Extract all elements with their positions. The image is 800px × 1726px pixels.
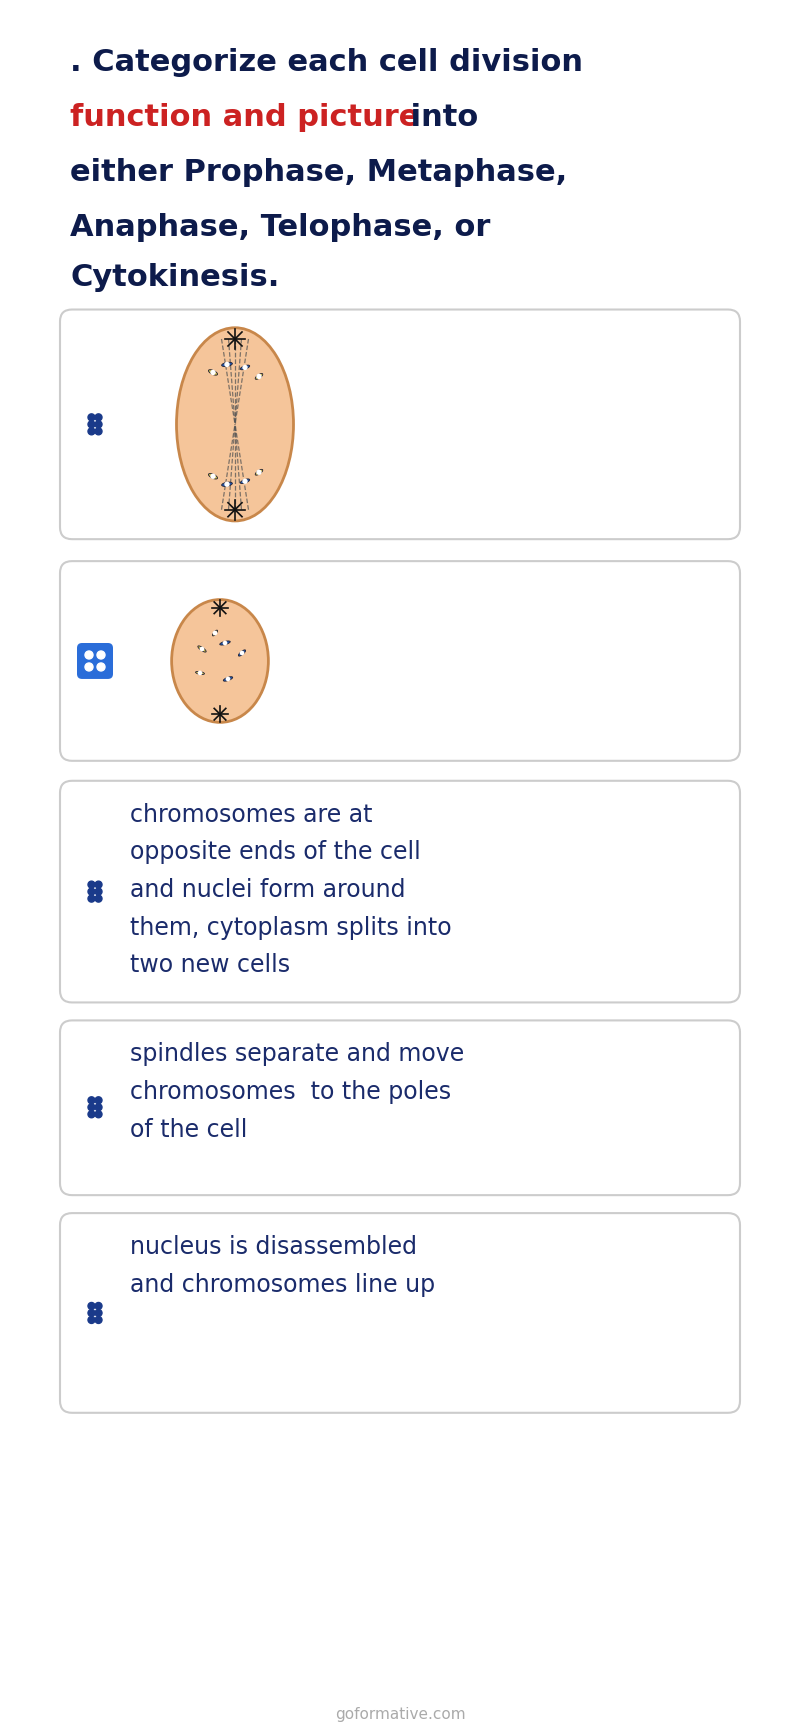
Circle shape (198, 671, 202, 675)
Circle shape (225, 362, 229, 366)
Ellipse shape (213, 630, 218, 635)
Circle shape (88, 896, 95, 903)
Ellipse shape (222, 362, 232, 366)
Circle shape (88, 428, 95, 435)
Text: Cytokinesis.: Cytokinesis. (70, 262, 279, 292)
Circle shape (88, 1310, 95, 1317)
Circle shape (85, 651, 93, 659)
Circle shape (257, 375, 261, 378)
FancyBboxPatch shape (60, 1020, 740, 1194)
Circle shape (211, 371, 215, 375)
Ellipse shape (255, 469, 262, 475)
Circle shape (226, 677, 230, 680)
Circle shape (211, 475, 215, 478)
FancyBboxPatch shape (60, 561, 740, 761)
Ellipse shape (195, 671, 205, 675)
FancyBboxPatch shape (60, 309, 740, 539)
Ellipse shape (222, 482, 232, 487)
Circle shape (97, 663, 105, 671)
Ellipse shape (220, 640, 230, 646)
Text: function and picture: function and picture (70, 104, 419, 131)
Circle shape (85, 663, 93, 671)
Circle shape (88, 414, 95, 421)
FancyBboxPatch shape (60, 1213, 740, 1414)
Ellipse shape (240, 366, 250, 369)
Circle shape (95, 421, 102, 428)
Circle shape (95, 889, 102, 896)
FancyBboxPatch shape (60, 780, 740, 1003)
Circle shape (214, 632, 217, 635)
Text: Anaphase, Telophase, or: Anaphase, Telophase, or (70, 212, 490, 242)
Circle shape (240, 651, 244, 654)
Ellipse shape (255, 373, 262, 380)
Ellipse shape (209, 369, 218, 375)
Circle shape (225, 482, 229, 487)
Text: spindles separate and move
chromosomes  to the poles
of the cell: spindles separate and move chromosomes t… (130, 1043, 464, 1141)
Circle shape (95, 1303, 102, 1310)
Text: into: into (400, 104, 478, 131)
Circle shape (257, 469, 261, 475)
Ellipse shape (172, 599, 268, 723)
Circle shape (88, 1303, 95, 1310)
Circle shape (95, 1105, 102, 1112)
Circle shape (223, 642, 226, 644)
Circle shape (95, 428, 102, 435)
Circle shape (95, 1310, 102, 1317)
Text: either Prophase, Metaphase,: either Prophase, Metaphase, (70, 157, 567, 186)
Circle shape (95, 896, 102, 903)
Ellipse shape (223, 677, 233, 682)
Ellipse shape (238, 651, 246, 656)
FancyBboxPatch shape (77, 644, 113, 678)
Circle shape (97, 651, 105, 659)
Circle shape (88, 889, 95, 896)
Circle shape (88, 1105, 95, 1112)
Circle shape (95, 414, 102, 421)
Circle shape (243, 480, 247, 483)
Circle shape (200, 647, 204, 651)
Ellipse shape (198, 646, 206, 652)
Circle shape (95, 1096, 102, 1105)
Circle shape (88, 1112, 95, 1118)
Circle shape (88, 1096, 95, 1105)
Text: nucleus is disassembled
and chromosomes line up: nucleus is disassembled and chromosomes … (130, 1236, 435, 1296)
Circle shape (95, 882, 102, 889)
Circle shape (88, 1317, 95, 1324)
Text: . Categorize each cell division: . Categorize each cell division (70, 48, 583, 78)
Circle shape (88, 882, 95, 889)
Circle shape (95, 1317, 102, 1324)
Circle shape (88, 421, 95, 428)
Ellipse shape (240, 478, 250, 483)
Circle shape (243, 366, 247, 369)
Ellipse shape (177, 328, 294, 521)
Circle shape (95, 1112, 102, 1118)
Text: chromosomes are at
opposite ends of the cell
and nuclei form around
them, cytopl: chromosomes are at opposite ends of the … (130, 803, 452, 977)
Text: goformative.com: goformative.com (334, 1707, 466, 1723)
Ellipse shape (209, 473, 218, 480)
